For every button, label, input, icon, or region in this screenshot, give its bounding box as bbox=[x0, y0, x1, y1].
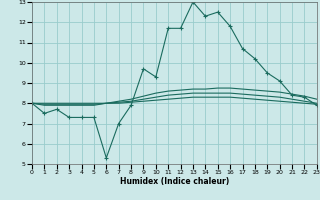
X-axis label: Humidex (Indice chaleur): Humidex (Indice chaleur) bbox=[120, 177, 229, 186]
